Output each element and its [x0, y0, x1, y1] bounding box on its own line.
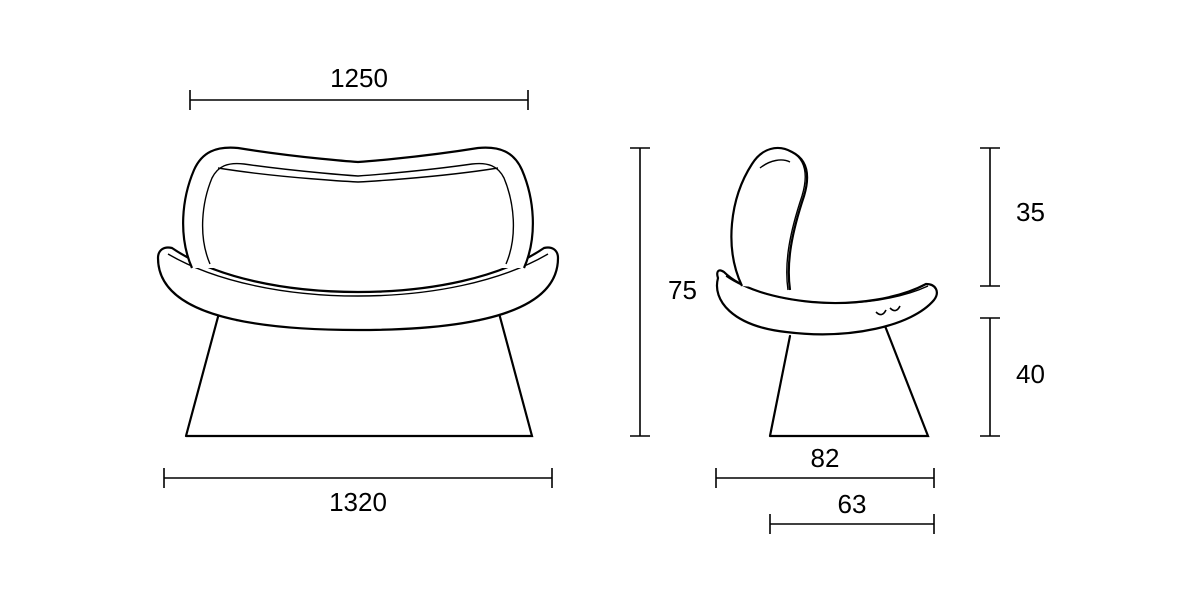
dim-label-side-40: 40 — [1016, 359, 1045, 389]
front-backrest — [183, 148, 533, 268]
side-view: 82 63 35 40 — [716, 148, 1045, 534]
dim-label-side-depth-63: 63 — [838, 489, 867, 519]
dim-label-front-top: 1250 — [330, 63, 388, 93]
dim-front-bottom-width: 1320 — [164, 468, 552, 517]
dim-side-depth-63: 63 — [770, 489, 934, 534]
dim-label-side-35: 35 — [1016, 197, 1045, 227]
dim-side-heights: 35 40 — [980, 148, 1045, 436]
dim-label-front-bottom: 1320 — [329, 487, 387, 517]
dim-label-side-depth-82: 82 — [811, 443, 840, 473]
front-view: 1250 1320 75 — [158, 63, 697, 517]
side-backrest — [731, 148, 807, 290]
dim-front-top-width: 1250 — [190, 63, 528, 110]
technical-drawing: 1250 1320 75 — [0, 0, 1200, 600]
dim-side-depth-82: 82 — [716, 443, 934, 488]
dim-label-front-height: 75 — [668, 275, 697, 305]
dim-front-height: 75 — [630, 148, 697, 436]
